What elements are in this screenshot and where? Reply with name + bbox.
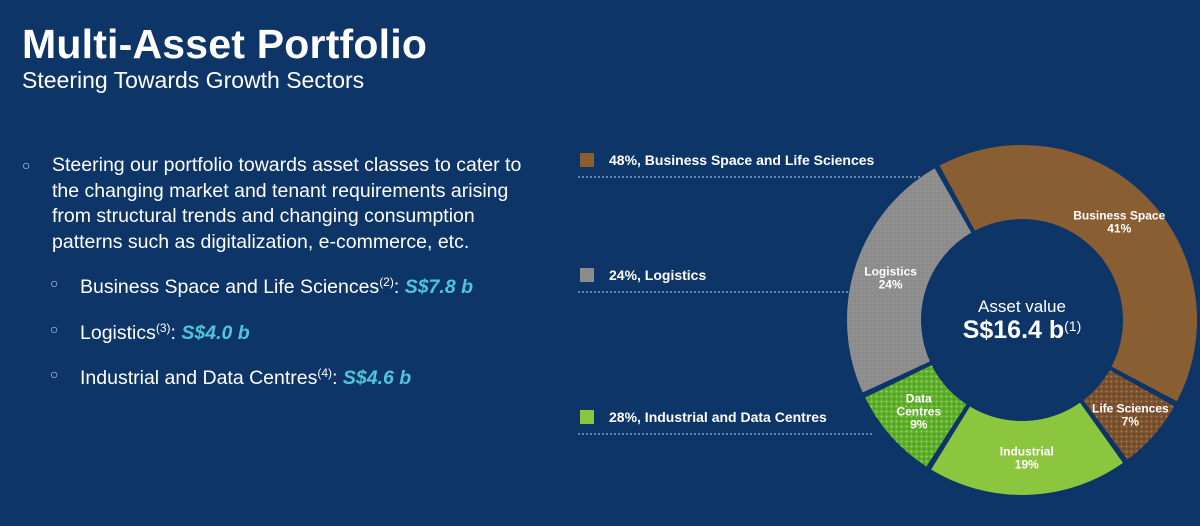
- main-bullet: ○ Steering our portfolio towards asset c…: [22, 153, 542, 255]
- slice-life-sciences: [1080, 367, 1177, 463]
- slice-business-space: [936, 143, 1199, 404]
- separator: :: [332, 367, 338, 389]
- separator: :: [393, 276, 400, 298]
- slice-name-label: Business Space: [1073, 209, 1165, 223]
- slice-name-label: Centres: [896, 405, 941, 419]
- slice-value-label: 19%: [1015, 457, 1039, 471]
- center-value-group: S$16.4 b(1): [963, 316, 1082, 344]
- center-value: S$16.4 b: [963, 316, 1064, 344]
- circle-bullet-icon: ○: [50, 275, 59, 291]
- legend-label: 24%, Logistics: [609, 267, 706, 283]
- sub-bullet-value: S$4.0 b: [181, 321, 250, 344]
- slice-name-label: Industrial: [1000, 444, 1054, 458]
- separator: :: [170, 321, 176, 344]
- legend-label: 28%, Industrial and Data Centres: [609, 409, 827, 425]
- slice-value-label: 41%: [1107, 222, 1131, 236]
- sub-bullet-list: ○ Business Space and Life Sciences(2): S…: [22, 270, 542, 392]
- sub-bullet-label: Business Space and Life Sciences: [80, 276, 380, 298]
- bullet-list: ○ Steering our portfolio towards asset c…: [22, 153, 542, 407]
- sub-bullet-logistics: ○ Logistics(3): S$4.0 b: [22, 316, 542, 347]
- sub-bullet-value: S$7.8 b: [404, 276, 473, 298]
- main-bullet-text: Steering our portfolio towards asset cla…: [52, 154, 522, 253]
- sub-bullet-value: S$4.6 b: [342, 367, 412, 389]
- legend-label: 48%, Business Space and Life Sciences: [609, 152, 875, 168]
- sub-bullet-label: Industrial and Data Centres: [80, 367, 318, 389]
- slice-logistics: [845, 165, 974, 396]
- slice-name-label: Life Sciences: [1092, 401, 1169, 415]
- legend-swatch: [580, 153, 594, 167]
- slice-value-label: 9%: [910, 418, 928, 432]
- sub-bullet-industrial: ○ Industrial and Data Centres(4): S$4.6 …: [22, 361, 542, 392]
- center-footnote: (1): [1064, 318, 1081, 334]
- slice-value-label: 24%: [879, 277, 903, 291]
- sub-bullet-label: Logistics: [80, 321, 156, 344]
- slice-name-label: Logistics: [864, 264, 917, 278]
- page-subtitle: Steering Towards Growth Sectors: [22, 67, 365, 93]
- sub-bullet-business-space: ○ Business Space and Life Sciences(2): S…: [22, 270, 542, 301]
- footnote-ref: (4): [317, 366, 333, 380]
- footnote-ref: (2): [379, 275, 394, 289]
- slice-data-centres: [862, 362, 970, 470]
- asset-allocation-chart: Business Space 41% Life Sciences 7% Industri…: [560, 130, 1200, 521]
- center-label: Asset value: [978, 297, 1066, 316]
- circle-bullet-icon: ○: [50, 366, 59, 382]
- circle-bullet-icon: ○: [22, 157, 31, 173]
- footnote-ref: (3): [155, 320, 171, 335]
- legend-swatch: [580, 410, 594, 424]
- legend-swatch: [580, 268, 594, 282]
- page-title: Multi-Asset Portfolio: [22, 21, 428, 67]
- slice-industrial: [928, 399, 1126, 497]
- slice-name-label: Data: [906, 392, 932, 406]
- circle-bullet-icon: ○: [50, 320, 59, 337]
- slice-value-label: 7%: [1122, 414, 1140, 428]
